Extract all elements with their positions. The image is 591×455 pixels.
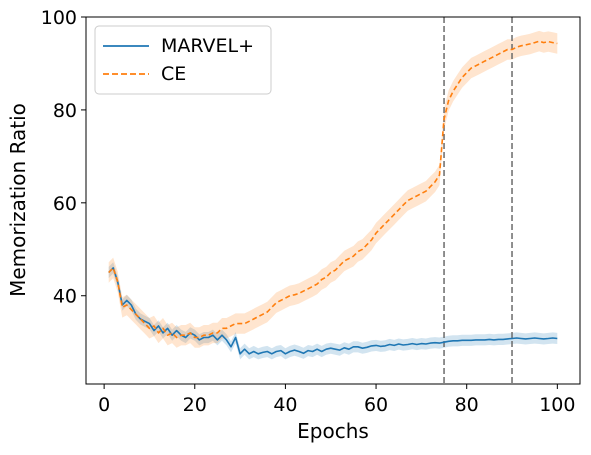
- legend-box: [94, 25, 272, 95]
- y-tick-label: 40: [53, 286, 77, 308]
- y-tick-label: 100: [41, 7, 77, 29]
- band-marvel: [108, 262, 558, 360]
- series-lines: [108, 40, 558, 355]
- x-tick-label: 80: [455, 394, 479, 416]
- confidence-bands: [108, 30, 558, 360]
- x-axis-ticks: 0 20 40 60 80 100: [98, 384, 575, 416]
- band-ce: [108, 30, 558, 348]
- legend: MARVEL+ CE: [94, 25, 272, 95]
- legend-label-marvel: MARVEL+: [161, 35, 254, 57]
- legend-label-ce: CE: [161, 63, 186, 85]
- vertical-reference-lines: [443, 17, 513, 384]
- x-tick-label: 40: [273, 394, 297, 416]
- x-tick-label: 20: [183, 394, 207, 416]
- x-axis-label: Epochs: [297, 419, 369, 443]
- x-tick-label: 60: [364, 394, 388, 416]
- y-axis-ticks: 40 60 80 100: [41, 7, 86, 308]
- line-marvel: [108, 267, 558, 355]
- line-ce: [108, 40, 558, 339]
- plot-frame: [85, 16, 581, 385]
- y-axis-label: Memorization Ratio: [6, 103, 30, 297]
- y-tick-label: 60: [53, 193, 77, 215]
- x-tick-label: 100: [539, 394, 575, 416]
- y-tick-label: 80: [53, 100, 77, 122]
- x-tick-label: 0: [98, 394, 110, 416]
